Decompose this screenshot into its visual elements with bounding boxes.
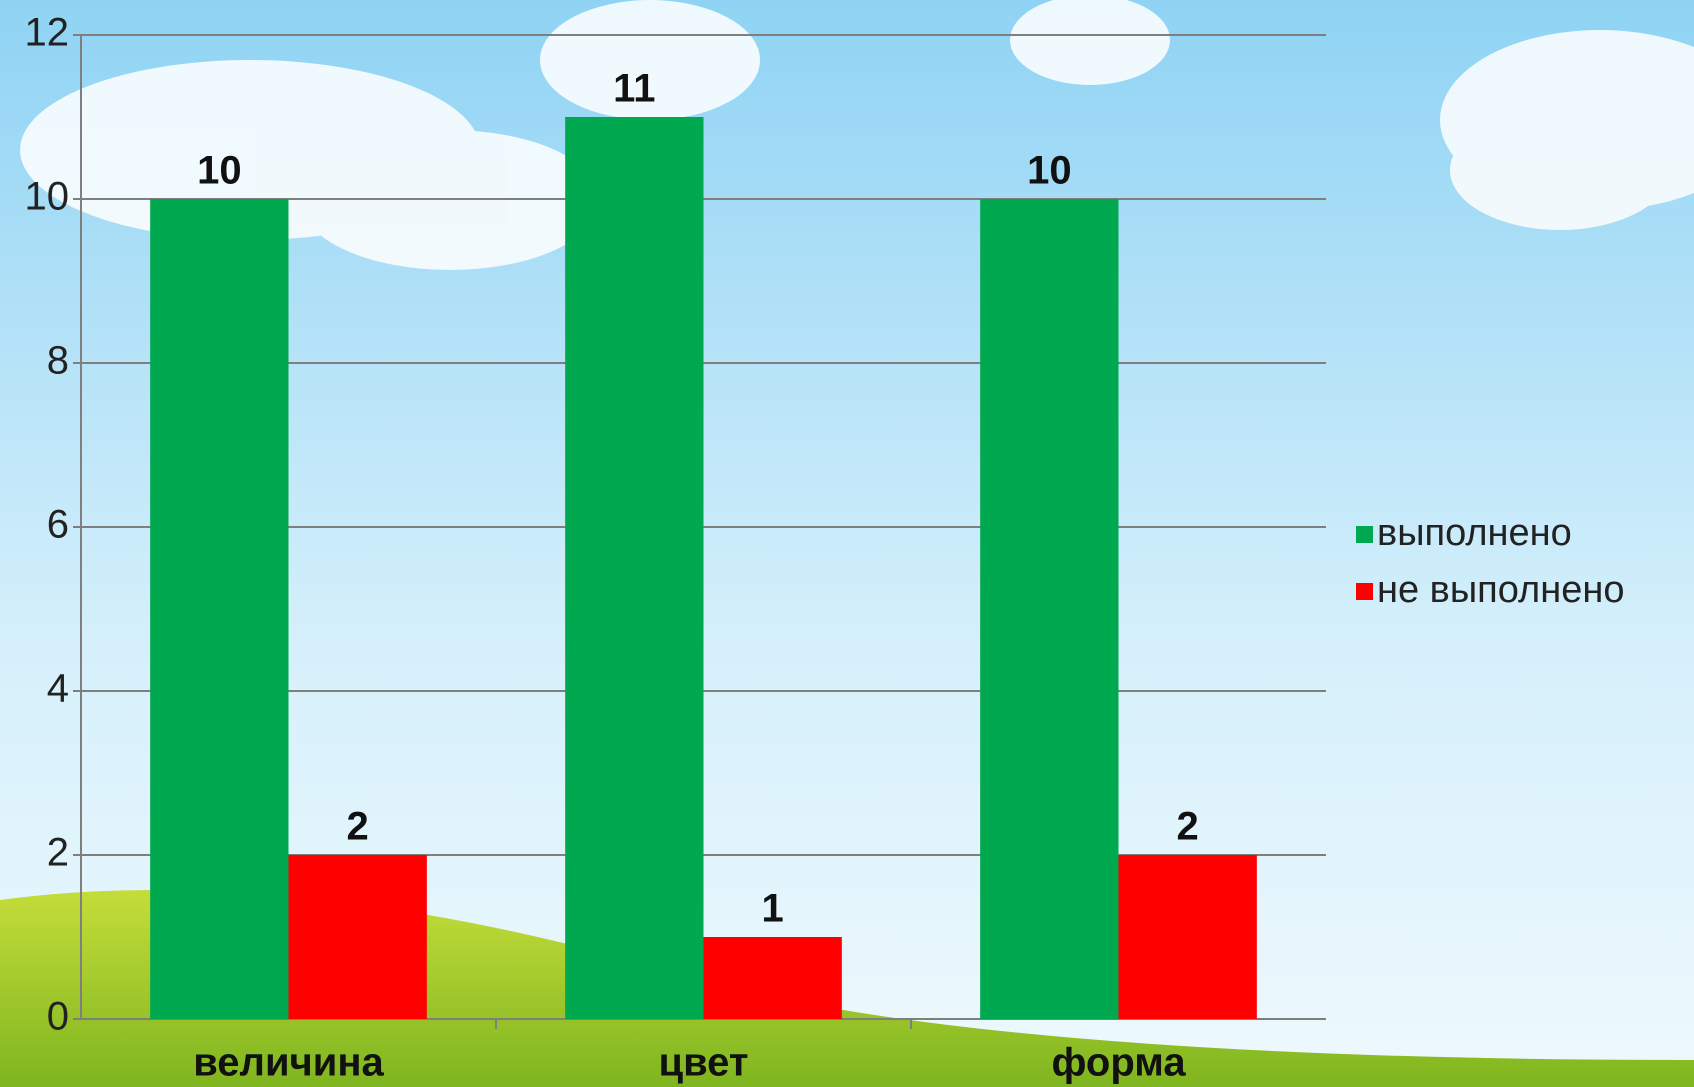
bar <box>150 199 288 1019</box>
value-label: 2 <box>1177 805 1199 849</box>
y-tick-label: 12 <box>25 11 70 55</box>
y-tick-label: 2 <box>47 831 69 875</box>
value-label: 2 <box>347 805 369 849</box>
y-tick-label: 10 <box>25 175 70 219</box>
bar <box>704 937 842 1019</box>
y-tick-label: 4 <box>47 667 69 711</box>
legend-label: выполнено <box>1377 512 1572 554</box>
y-tick-label: 0 <box>47 995 69 1039</box>
value-label: 11 <box>613 67 655 111</box>
value-label: 10 <box>1027 149 1072 193</box>
x-tick-label: величина <box>193 1041 384 1085</box>
legend-label: не выполнено <box>1377 569 1624 611</box>
y-tick-label: 6 <box>47 503 69 547</box>
bar <box>1119 855 1257 1019</box>
value-label: 10 <box>197 149 242 193</box>
chart: 024681012величина102цвет111форма102выпол… <box>0 0 1694 1087</box>
bar <box>565 117 703 1019</box>
x-tick-label: цвет <box>659 1041 749 1085</box>
bar <box>980 199 1118 1019</box>
y-tick-label: 8 <box>47 339 69 383</box>
value-label: 1 <box>762 887 784 931</box>
x-tick-label: форма <box>1051 1041 1186 1085</box>
bar <box>289 855 427 1019</box>
legend-swatch <box>1356 583 1373 600</box>
legend-swatch <box>1356 526 1373 543</box>
